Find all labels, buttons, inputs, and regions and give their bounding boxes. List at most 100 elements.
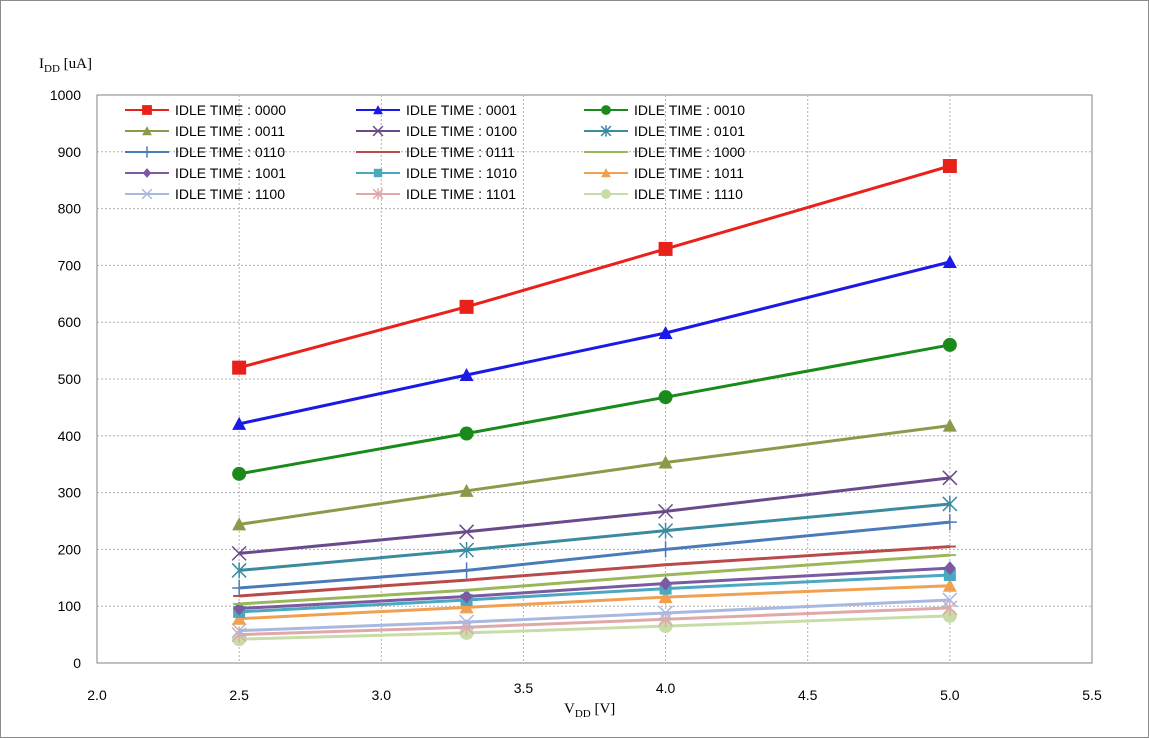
legend-label: IDLE TIME : 1100 [175,186,285,202]
data-point [600,125,612,137]
series-line [239,502,950,572]
series-12 [231,592,958,639]
legend-item: IDLE TIME : 1110 [584,186,743,202]
legend-item: IDLE TIME : 0110 [125,144,285,160]
data-point [142,168,152,178]
y-tick-label: 600 [58,314,82,330]
legend-item: IDLE TIME : 0010 [584,102,745,118]
legend-label: IDLE TIME : 0000 [175,102,286,118]
y-tick-label: 100 [58,598,82,614]
series-line [239,545,950,598]
series-5 [231,495,958,579]
data-point [942,599,958,616]
series-line [238,343,951,476]
series-line [239,584,950,621]
legend-label: IDLE TIME : 0110 [175,144,285,160]
data-point [459,600,474,614]
legend-item: IDLE TIME : 0101 [584,123,745,139]
data-point [601,168,611,178]
data-point [231,562,247,579]
data-point [601,189,611,199]
y-tick-label: 200 [58,541,82,557]
legend-item: IDLE TIME : 1100 [125,186,285,202]
x-tick-label: 4.5 [798,687,818,703]
y-tick-label: 900 [58,144,82,160]
data-point [942,495,958,512]
legend-item: IDLE TIME : 1001 [125,165,286,181]
y-axis-label-main: I [39,56,44,72]
data-point [373,105,383,115]
legend-item: IDLE TIME : 1010 [356,165,517,181]
series-line [239,606,950,637]
legend-item: IDLE TIME : 1011 [584,165,744,181]
data-point [658,522,674,539]
x-axis-label-sub: DD [575,708,591,720]
y-axis-label: IDD [uA] [39,56,92,75]
data-point [460,589,473,604]
legend-label: IDLE TIME : 1011 [634,165,744,181]
x-axis-label-unit: [V] [591,701,616,717]
series-6 [232,514,957,597]
series-line [239,614,950,641]
data-point [942,578,957,592]
data-point [459,541,475,558]
data-point [658,541,673,558]
data-point [942,254,957,268]
data-point [459,524,475,540]
legend-label: IDLE TIME : 1010 [406,165,517,181]
series-line [238,164,951,370]
data-point [459,562,474,579]
x-tick-label: 2.0 [87,687,107,703]
data-point [658,605,674,621]
data-point [658,325,673,339]
legend-item: IDLE TIME : 0100 [356,123,517,139]
data-point [231,545,247,561]
series-1 [232,254,957,430]
data-point [942,592,958,608]
data-point [232,466,247,481]
data-point [459,483,474,497]
data-point [142,146,152,158]
legend-label: IDLE TIME : 0010 [634,102,745,118]
data-point [142,126,152,136]
x-tick-label: 4.0 [656,680,676,696]
data-point [601,105,611,115]
data-point [658,503,674,519]
data-point [231,623,247,639]
data-point [372,125,384,137]
data-point [658,390,673,405]
y-tick-label: 300 [58,485,82,501]
y-axis-label-sub: DD [44,63,60,75]
legend-item: IDLE TIME : 0000 [125,102,286,118]
x-axis-label: VDD [V] [564,701,615,720]
y-tick-label: 1000 [50,87,81,103]
data-point [459,368,474,382]
axes: 0 100 200 300 400 500 600 700 800 900 1000 2.0 2.5 3.… [39,56,1102,720]
legend-label: IDLE TIME : 1001 [175,165,286,181]
series-line [238,424,951,526]
series-line [239,598,950,633]
legend-label: IDLE TIME : 0111 [406,144,515,160]
data-point [943,561,956,576]
legend-item: IDLE TIME : 0111 [356,144,515,160]
data-point [232,580,247,597]
legend-label: IDLE TIME : 0001 [406,102,517,118]
y-tick-label: 500 [58,371,82,387]
x-tick-label: 5.5 [1082,687,1102,703]
series-line [239,573,950,614]
data-point [459,426,474,441]
data-point [658,455,673,469]
data-point [232,517,247,531]
legend-label: IDLE TIME : 1101 [406,186,516,202]
series-11 [232,578,957,625]
data-point [942,470,958,486]
data-point [372,188,384,200]
data-point [141,188,153,200]
legend-item: IDLE TIME : 0011 [125,123,285,139]
data-point [373,168,383,178]
data-point [942,337,957,352]
series-8 [233,553,956,606]
series-4 [231,470,958,561]
series-line [238,260,951,426]
